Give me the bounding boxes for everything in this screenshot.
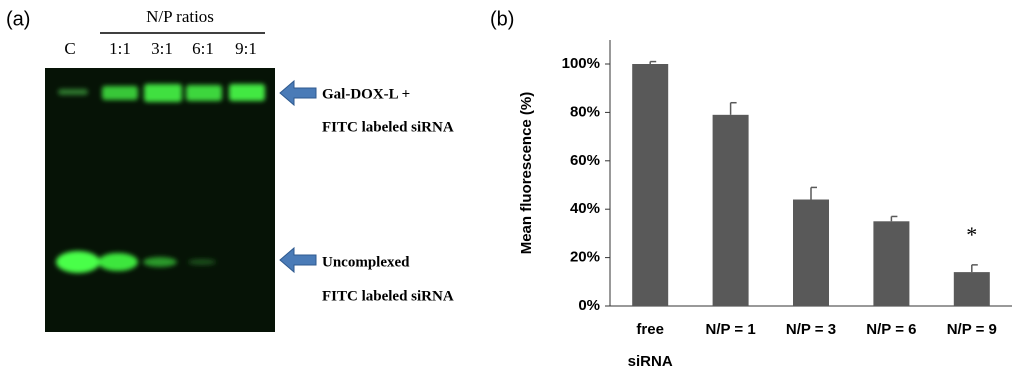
annotation: *: [966, 222, 977, 247]
x-tick-label: N/P = 9: [946, 321, 997, 338]
y-tick-label: 80%: [570, 103, 600, 120]
y-tick-label: 40%: [570, 200, 600, 217]
x-tick-label: N/P = 6: [866, 321, 917, 338]
gel: [45, 68, 275, 332]
annotation: FITC labeled siRNA: [322, 288, 454, 304]
bar: [712, 114, 749, 306]
header: N/P ratios: [146, 7, 214, 26]
lane-label: 9:1: [235, 39, 257, 58]
y-tick-label: 20%: [570, 249, 600, 266]
annotation: Uncomplexed: [322, 254, 410, 270]
lane-label: 6:1: [192, 39, 214, 58]
arrow: [279, 79, 317, 107]
x-tick-label: free siRNA: [627, 321, 673, 370]
y-tick-label: 0%: [578, 297, 600, 314]
annotation: FITC labeled siRNA: [322, 119, 454, 135]
x-tick-label: N/P = 3: [785, 321, 837, 338]
annotation: Gal-DOX-L +: [322, 86, 410, 102]
bar: [632, 64, 669, 306]
bar: [953, 272, 990, 306]
y-tick-label: 100%: [562, 55, 600, 72]
bar: [793, 199, 829, 306]
lane-label: C: [64, 39, 75, 58]
bar: [873, 221, 910, 306]
panel-label: (b): [490, 8, 514, 30]
y-axis-title: Mean fluorescence (%): [518, 92, 535, 255]
gel-bands: [56, 84, 265, 273]
y-tick-label: 60%: [570, 152, 600, 169]
arrow: [279, 246, 317, 274]
lane-label: 1:1: [109, 39, 131, 58]
panel-label: (a): [6, 8, 30, 30]
x-tick-label: N/P = 1: [705, 321, 756, 338]
lane-label: 3:1: [151, 39, 173, 58]
